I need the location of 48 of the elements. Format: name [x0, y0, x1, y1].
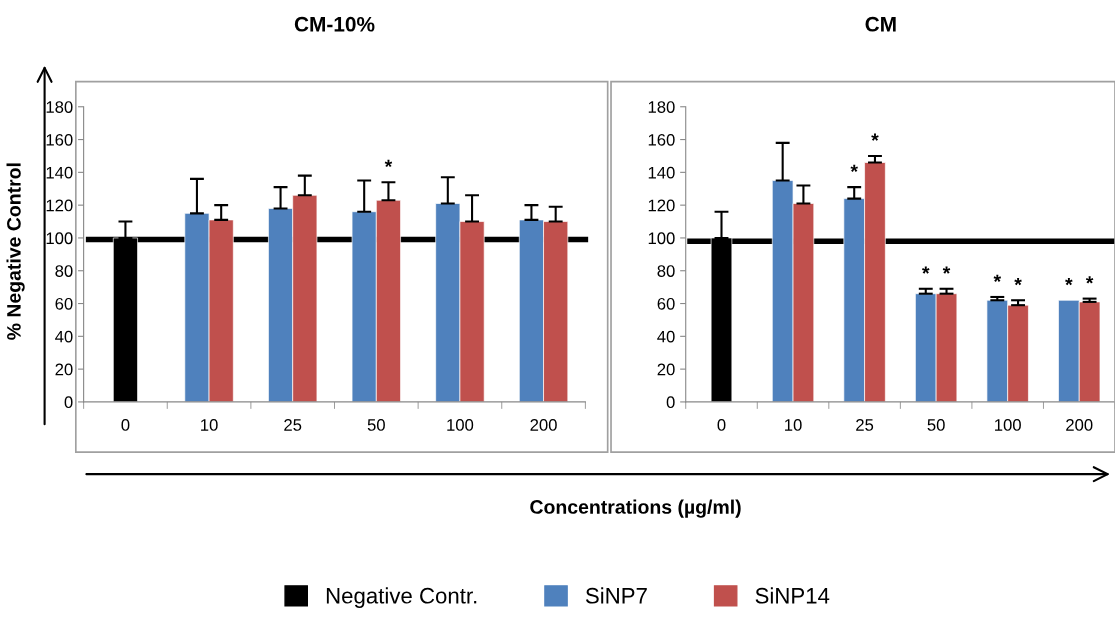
y-tick-label: 100: [46, 232, 73, 245]
annotation: *: [942, 266, 951, 274]
y-tick-label: 140: [46, 166, 73, 179]
x-tick-label: 0: [121, 419, 130, 431]
y-tick-label: 140: [648, 166, 675, 179]
annotation: *: [850, 164, 858, 173]
x-tick-label: 50: [927, 419, 945, 431]
y-tick-label: 0: [64, 396, 73, 409]
x-tick-label: 50: [367, 419, 385, 431]
chart-title: CM-10%: [294, 16, 375, 32]
annotation: *: [871, 133, 879, 141]
y-tick-label: 80: [657, 265, 675, 277]
x-tick-label: 0: [717, 419, 726, 431]
y-tick-label: 20: [657, 363, 675, 376]
x-tick-label: 200: [1066, 419, 1093, 431]
y-tick-label: 40: [55, 330, 73, 343]
annotation: *: [384, 159, 393, 168]
y-tick-label: 100: [648, 232, 675, 245]
y-axis-title: % Negative Control: [6, 163, 25, 340]
y-tick-label: 20: [55, 363, 73, 376]
x-tick-label: 100: [995, 419, 1021, 431]
x-tick-label: 100: [447, 419, 474, 431]
annotation: *: [1085, 276, 1094, 284]
annotation: *: [993, 274, 1002, 282]
x-tick-label: 25: [856, 419, 874, 431]
y-tick-label: 180: [46, 101, 73, 113]
y-tick-label: 80: [55, 265, 73, 277]
x-tick-label: 10: [785, 419, 802, 431]
annotation: *: [1014, 277, 1022, 286]
x-tick-label: 25: [284, 419, 302, 431]
chart-title: CM: [865, 16, 896, 32]
legend-label: SiNP7: [585, 587, 647, 604]
y-tick-label: 0: [666, 396, 675, 409]
annotation: *: [1065, 277, 1073, 286]
annotation: *: [922, 266, 930, 274]
x-tick-label: 10: [201, 419, 218, 431]
y-tick-label: 60: [55, 297, 73, 310]
y-tick-label: 60: [657, 297, 675, 310]
y-tick-label: 120: [46, 199, 73, 212]
legend-label: Negative Contr.: [326, 587, 477, 608]
y-tick-label: 120: [648, 199, 675, 212]
y-tick-label: 40: [657, 330, 675, 343]
y-tick-label: 160: [46, 133, 73, 146]
y-tick-label: 180: [648, 101, 675, 113]
y-tick-label: 160: [648, 133, 675, 146]
x-tick-label: 200: [530, 419, 557, 431]
x-axis-title: Concentrations (µg/ml): [530, 499, 741, 518]
legend-label: SiNP14: [755, 587, 830, 604]
